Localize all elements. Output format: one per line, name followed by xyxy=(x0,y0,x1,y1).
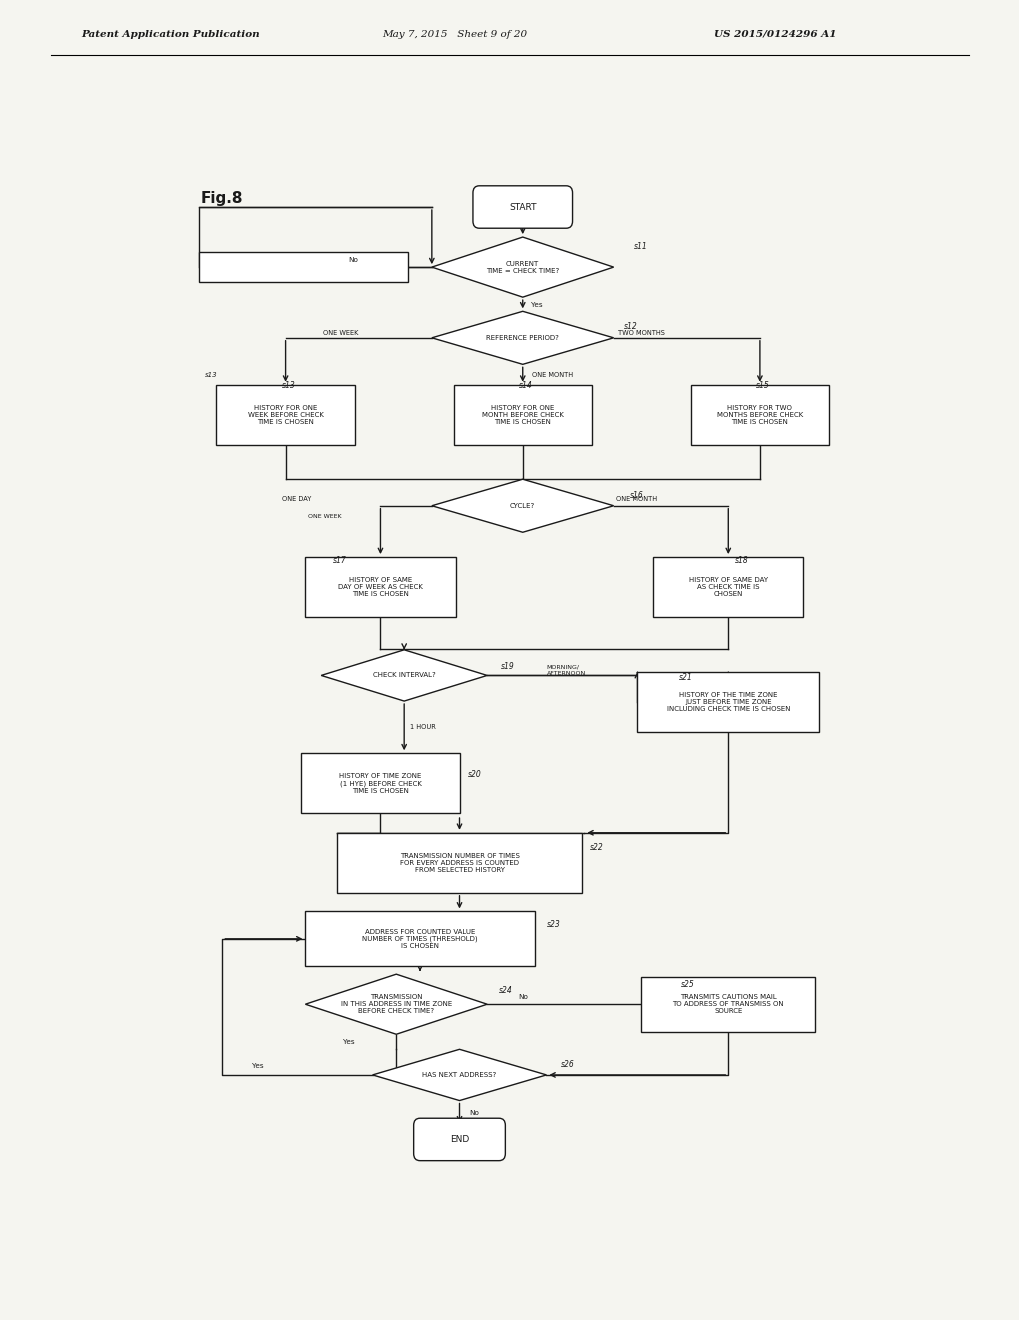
Text: s18: s18 xyxy=(734,556,748,565)
Text: ONE MONTH: ONE MONTH xyxy=(532,372,573,378)
Text: HISTORY OF THE TIME ZONE
JUST BEFORE TIME ZONE
INCLUDING CHECK TIME IS CHOSEN: HISTORY OF THE TIME ZONE JUST BEFORE TIM… xyxy=(665,692,790,711)
Polygon shape xyxy=(305,974,487,1035)
Bar xyxy=(216,384,355,445)
Text: Yes: Yes xyxy=(252,1063,264,1069)
Polygon shape xyxy=(321,649,487,701)
Bar xyxy=(336,833,582,892)
Text: END: END xyxy=(449,1135,469,1144)
Text: s15: s15 xyxy=(755,381,769,389)
Text: s21: s21 xyxy=(678,673,692,681)
Text: ADDRESS FOR COUNTED VALUE
NUMBER OF TIMES (THRESHOLD)
IS CHOSEN: ADDRESS FOR COUNTED VALUE NUMBER OF TIME… xyxy=(362,928,477,949)
Text: May 7, 2015   Sheet 9 of 20: May 7, 2015 Sheet 9 of 20 xyxy=(382,30,527,40)
Text: Yes: Yes xyxy=(342,1039,355,1045)
FancyBboxPatch shape xyxy=(414,1118,504,1160)
Text: HAS NEXT ADDRESS?: HAS NEXT ADDRESS? xyxy=(422,1072,496,1078)
Text: CHECK INTERVAL?: CHECK INTERVAL? xyxy=(372,672,435,678)
Text: s16: s16 xyxy=(630,491,643,500)
Polygon shape xyxy=(431,479,613,532)
Text: US 2015/0124296 A1: US 2015/0124296 A1 xyxy=(713,30,836,40)
Text: s20: s20 xyxy=(467,770,481,779)
Text: No: No xyxy=(469,1110,478,1115)
Text: s11: s11 xyxy=(633,243,646,251)
Text: HISTORY OF TIME ZONE
(1 HYE) BEFORE CHECK
TIME IS CHOSEN: HISTORY OF TIME ZONE (1 HYE) BEFORE CHEC… xyxy=(339,774,421,793)
Text: ONE DAY: ONE DAY xyxy=(281,496,311,502)
Bar xyxy=(302,754,460,813)
Text: s23: s23 xyxy=(546,920,559,929)
Text: s13: s13 xyxy=(205,372,217,378)
Text: HISTORY OF SAME
DAY OF WEEK AS CHECK
TIME IS CHOSEN: HISTORY OF SAME DAY OF WEEK AS CHECK TIM… xyxy=(337,577,423,597)
Text: HISTORY FOR TWO
MONTHS BEFORE CHECK
TIME IS CHOSEN: HISTORY FOR TWO MONTHS BEFORE CHECK TIME… xyxy=(716,405,802,425)
Text: No: No xyxy=(347,257,358,263)
Text: MORNING/: MORNING/ xyxy=(546,664,579,669)
Text: TRANSMISSION
IN THIS ADDRESS IN TIME ZONE
BEFORE CHECK TIME?: TRANSMISSION IN THIS ADDRESS IN TIME ZON… xyxy=(340,994,451,1014)
Polygon shape xyxy=(431,238,613,297)
Polygon shape xyxy=(431,312,613,364)
Bar xyxy=(690,384,828,445)
Text: s13: s13 xyxy=(281,381,296,389)
Text: s25: s25 xyxy=(681,981,694,989)
Polygon shape xyxy=(372,1049,546,1101)
Bar xyxy=(453,384,591,445)
Text: s24: s24 xyxy=(498,986,513,994)
FancyBboxPatch shape xyxy=(473,186,572,228)
Text: START: START xyxy=(508,202,536,211)
Text: Patent Application Publication: Patent Application Publication xyxy=(82,30,260,40)
Text: HISTORY OF SAME DAY
AS CHECK TIME IS
CHOSEN: HISTORY OF SAME DAY AS CHECK TIME IS CHO… xyxy=(688,577,767,597)
Text: HISTORY FOR ONE
MONTH BEFORE CHECK
TIME IS CHOSEN: HISTORY FOR ONE MONTH BEFORE CHECK TIME … xyxy=(481,405,564,425)
Text: s22: s22 xyxy=(589,843,603,853)
Bar xyxy=(637,672,818,733)
Text: TRANSMITS CAUTIONS MAIL
TO ADDRESS OF TRANSMISS ON
SOURCE: TRANSMITS CAUTIONS MAIL TO ADDRESS OF TR… xyxy=(672,994,784,1014)
Bar xyxy=(305,557,455,618)
Text: s17: s17 xyxy=(333,556,346,565)
Text: ONE MONTH: ONE MONTH xyxy=(615,496,656,502)
Text: s26: s26 xyxy=(560,1060,574,1069)
Text: s14: s14 xyxy=(519,381,532,389)
Bar xyxy=(652,557,803,618)
Bar xyxy=(641,977,814,1032)
Text: 1 HOUR: 1 HOUR xyxy=(410,723,436,730)
Text: TWO MONTHS: TWO MONTHS xyxy=(618,330,663,335)
Bar xyxy=(199,252,408,282)
Text: Yes: Yes xyxy=(530,302,542,308)
Text: ONE WEEK: ONE WEEK xyxy=(308,513,341,519)
Text: Fig.8: Fig.8 xyxy=(201,190,244,206)
Text: TRANSMISSION NUMBER OF TIMES
FOR EVERY ADDRESS IS COUNTED
FROM SELECTED HISTORY: TRANSMISSION NUMBER OF TIMES FOR EVERY A… xyxy=(399,853,519,873)
Text: s19: s19 xyxy=(500,663,514,671)
Text: CYCLE?: CYCLE? xyxy=(510,503,535,508)
Text: REFERENCE PERIOD?: REFERENCE PERIOD? xyxy=(486,335,558,341)
Text: CURRENT
TIME = CHECK TIME?: CURRENT TIME = CHECK TIME? xyxy=(486,260,558,273)
Bar xyxy=(305,911,534,966)
Text: No: No xyxy=(518,994,527,1001)
Text: AFTERNOON: AFTERNOON xyxy=(546,671,585,676)
Text: ONE WEEK: ONE WEEK xyxy=(323,330,359,335)
Text: HISTORY FOR ONE
WEEK BEFORE CHECK
TIME IS CHOSEN: HISTORY FOR ONE WEEK BEFORE CHECK TIME I… xyxy=(248,405,323,425)
Text: s12: s12 xyxy=(624,322,637,331)
